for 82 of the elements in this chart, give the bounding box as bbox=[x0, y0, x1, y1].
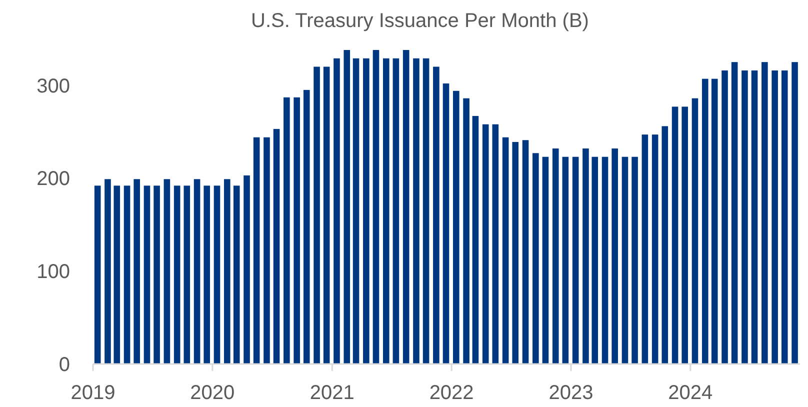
bar bbox=[184, 186, 190, 364]
bar bbox=[532, 153, 539, 364]
bar bbox=[164, 179, 170, 364]
bar bbox=[104, 179, 111, 364]
x-tick-label: 2023 bbox=[548, 382, 594, 404]
bar bbox=[602, 156, 608, 364]
bar bbox=[134, 179, 140, 364]
bar bbox=[402, 50, 410, 364]
y-tick-label: 0 bbox=[58, 354, 70, 376]
bar bbox=[382, 58, 390, 364]
bar bbox=[204, 186, 210, 364]
bar bbox=[422, 58, 430, 364]
bar bbox=[392, 58, 400, 364]
bar bbox=[294, 97, 300, 364]
bar bbox=[502, 137, 509, 364]
bar bbox=[672, 106, 678, 364]
bar bbox=[352, 58, 360, 364]
bar bbox=[214, 186, 220, 364]
bar bbox=[264, 137, 270, 364]
bar bbox=[273, 128, 280, 364]
bar bbox=[433, 66, 440, 364]
bar bbox=[144, 186, 150, 364]
bar bbox=[792, 62, 798, 364]
bar bbox=[372, 50, 380, 364]
bar bbox=[582, 148, 589, 364]
bar bbox=[323, 66, 330, 364]
bar bbox=[612, 148, 618, 364]
bar bbox=[244, 175, 250, 364]
bar bbox=[463, 98, 470, 364]
bar bbox=[233, 186, 240, 364]
bar bbox=[542, 156, 549, 364]
bar bbox=[194, 179, 200, 364]
bar bbox=[632, 156, 638, 364]
bar bbox=[781, 70, 788, 364]
bar bbox=[642, 134, 648, 364]
bar bbox=[174, 186, 180, 364]
bar bbox=[94, 186, 101, 364]
bar bbox=[522, 140, 529, 364]
y-tick-label: 100 bbox=[36, 261, 70, 284]
bar bbox=[512, 142, 519, 364]
bar bbox=[363, 58, 370, 364]
x-tick-label: 2024 bbox=[668, 382, 713, 404]
bar bbox=[751, 70, 758, 364]
bar bbox=[682, 106, 688, 364]
bar bbox=[572, 156, 579, 364]
y-tick-label: 300 bbox=[36, 75, 70, 98]
bar bbox=[731, 62, 738, 364]
bar bbox=[692, 98, 698, 364]
bar bbox=[442, 83, 450, 364]
chart-title: U.S. Treasury Issuance Per Month (B) bbox=[251, 10, 589, 32]
bar bbox=[472, 116, 479, 364]
bar bbox=[772, 70, 778, 364]
x-tick-label: 2020 bbox=[190, 382, 235, 404]
bar bbox=[762, 62, 768, 364]
bar bbox=[334, 58, 340, 364]
bar bbox=[742, 70, 748, 364]
bar bbox=[303, 90, 310, 364]
bar bbox=[592, 156, 598, 364]
bar bbox=[314, 66, 320, 364]
x-tick-label: 2019 bbox=[70, 382, 116, 404]
x-tick-label: 2022 bbox=[429, 382, 474, 404]
bar bbox=[453, 90, 460, 364]
bar bbox=[124, 186, 130, 364]
y-tick-label: 200 bbox=[36, 168, 70, 190]
bar bbox=[702, 78, 708, 364]
bar bbox=[224, 179, 230, 364]
bar bbox=[413, 58, 420, 364]
bar bbox=[652, 134, 658, 364]
bar bbox=[154, 186, 160, 364]
bar bbox=[662, 126, 668, 364]
bar bbox=[722, 70, 728, 364]
bar bbox=[492, 124, 499, 364]
bar bbox=[711, 78, 718, 364]
bar bbox=[344, 50, 350, 364]
bar bbox=[482, 124, 489, 364]
x-tick-label: 2021 bbox=[310, 382, 354, 404]
bar bbox=[253, 137, 260, 364]
bar bbox=[622, 156, 628, 364]
bar bbox=[562, 156, 569, 364]
bar bbox=[284, 97, 290, 364]
bar bbox=[114, 186, 120, 364]
bar bbox=[552, 148, 559, 364]
